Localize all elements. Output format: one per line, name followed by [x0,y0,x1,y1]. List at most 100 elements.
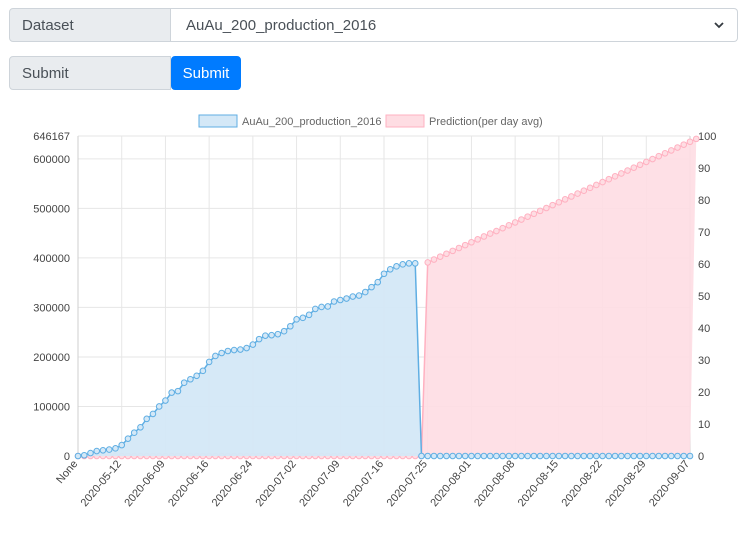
data-point [143,415,150,423]
data-point [262,332,269,339]
data-point [661,452,669,460]
data-point [411,260,419,267]
data-point [667,147,675,154]
y-left-tick-label: 0 [64,451,70,463]
data-point [486,230,494,237]
data-point [493,452,500,460]
x-tick-label: 2020-06-24 [210,458,255,509]
data-point [468,452,475,460]
submit-row: Submit Submit [9,56,241,90]
data-point [324,303,332,310]
data-point [568,193,575,200]
data-point [393,263,400,270]
data-point [461,241,469,249]
y-right-tick-label: 100 [698,131,716,143]
y-right-tick-label: 20 [698,387,710,399]
dataset-row: Dataset AuAu_200_production_2016 [9,8,738,42]
data-point [224,347,232,355]
x-tick-label: None [54,458,80,486]
legend-label: Prediction(per day avg) [429,116,543,128]
data-point [474,452,481,460]
data-point [680,452,688,460]
data-point [511,452,519,460]
legend-swatch [198,114,238,128]
data-point [268,331,275,339]
y-right-tick-label: 10 [698,419,710,431]
data-point [80,451,88,459]
data-point [486,452,494,460]
data-point [318,303,325,311]
data-point [661,149,669,157]
data-point [312,305,319,313]
x-tick-label: 2020-07-09 [297,458,342,509]
data-point [543,452,550,460]
data-point [299,314,307,322]
chevron-down-icon[interactable] [713,19,725,31]
x-tick-label: 2020-08-22 [560,458,605,509]
data-point [630,452,638,460]
data-point [505,452,513,460]
dataset-label: Dataset [9,8,171,42]
data-point [212,352,219,360]
data-point [561,196,569,203]
data-point [655,152,663,160]
data-point [287,322,294,330]
data-point [105,446,113,453]
dataset-select-value: AuAu_200_production_2016 [186,16,377,34]
dataset-select[interactable]: AuAu_200_production_2016 [171,8,738,42]
data-point [237,346,244,353]
data-point [430,452,438,460]
data-point [149,410,157,418]
data-point [124,435,132,442]
y-right-tick-label: 50 [698,291,710,303]
data-point [474,236,481,243]
data-point [455,244,463,252]
x-tick-label: 2020-07-16 [341,458,386,509]
data-point [692,135,700,143]
data-point [405,260,413,267]
y-right-tick-label: 60 [698,259,710,271]
x-tick-label: 2020-08-08 [472,458,517,509]
data-point [280,327,288,335]
data-point [193,372,200,380]
data-point [630,164,638,171]
y-right-tick-label: 80 [698,195,710,207]
data-point [674,452,681,460]
data-point [599,178,606,186]
data-point [618,452,625,460]
data-point [586,452,594,460]
data-point [424,259,432,266]
data-point [443,250,450,258]
y-left-tick-label: 300000 [33,302,70,314]
data-point [649,155,656,163]
data-point [162,397,169,404]
data-point [505,221,513,229]
data-point [493,227,500,235]
data-point [255,335,263,343]
data-point [480,452,488,460]
data-point [499,452,506,460]
x-tick-label: 2020-07-25 [385,458,430,509]
data-point [168,389,175,396]
y-left-tick-label: 646167 [33,131,70,143]
data-point [536,207,544,215]
submit-button[interactable]: Submit [171,56,241,90]
data-point [549,452,556,460]
data-point [461,452,469,460]
data-point [130,429,138,437]
data-point [561,452,569,460]
data-point [137,423,144,431]
data-point [436,253,444,260]
data-point [593,452,600,460]
y-right-tick-label: 40 [698,323,710,335]
y-left-tick-label: 200000 [33,352,70,364]
y-right-tick-label: 70 [698,227,710,239]
data-point [118,441,126,449]
x-tick-label: 2020-06-16 [166,458,211,509]
data-point [599,452,606,460]
data-point [243,344,250,352]
data-point [524,452,531,460]
data-point [455,452,463,460]
y-right-tick-label: 30 [698,355,710,367]
data-point [642,158,650,166]
